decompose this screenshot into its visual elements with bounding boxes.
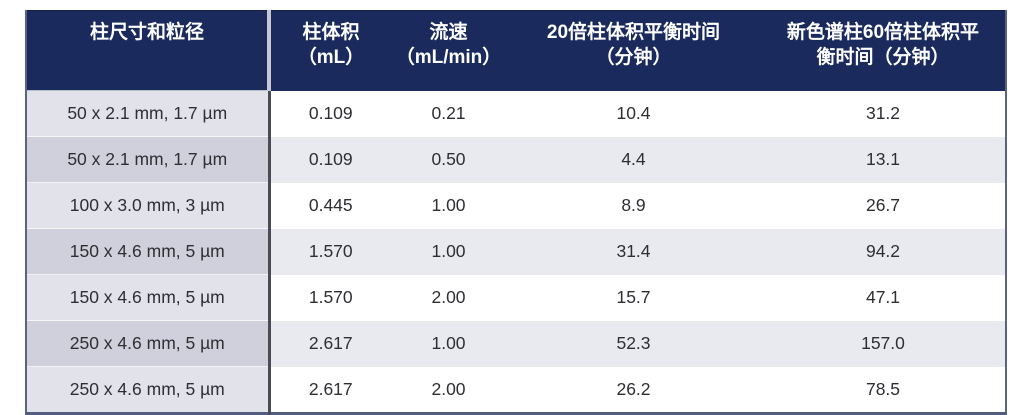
- table-row: 250 x 4.6 mm, 5 µm 2.617 2.00 26.2 78.5: [26, 366, 1006, 414]
- table-body: 50 x 2.1 mm, 1.7 µm 0.109 0.21 10.4 31.2…: [26, 90, 1006, 414]
- equilibration-data-table: 柱尺寸和粒径 柱体积 （mL） 流速 （mL/min） 20倍柱体积平衡时间 （…: [25, 10, 1007, 415]
- cell-equil-20x: 31.4: [506, 228, 761, 275]
- cell-equil-60x: 157.0: [761, 320, 1006, 367]
- header-column-dimension: 柱尺寸和粒径: [26, 10, 271, 91]
- table-row: 50 x 2.1 mm, 1.7 µm 0.109 0.21 10.4 31.2: [26, 90, 1006, 137]
- cell-flow-rate: 1.00: [391, 320, 506, 367]
- cell-equil-60x: 31.2: [761, 90, 1006, 137]
- cell-equil-60x: 26.7: [761, 182, 1006, 229]
- cell-equil-20x: 15.7: [506, 274, 761, 321]
- cell-volume: 2.617: [269, 366, 391, 414]
- header-label: 流速: [429, 22, 468, 43]
- cell-volume: 0.445: [269, 182, 391, 229]
- cell-volume: 0.109: [269, 90, 391, 137]
- cell-dimension: 250 x 4.6 mm, 5 µm: [26, 366, 271, 414]
- cell-dimension: 100 x 3.0 mm, 3 µm: [26, 182, 271, 229]
- header-label: 柱尺寸和粒径: [89, 22, 204, 43]
- cell-flow-rate: 2.00: [391, 366, 506, 414]
- cell-equil-20x: 52.3: [506, 320, 761, 367]
- header-column-volume: 柱体积 （mL）: [269, 10, 391, 91]
- cell-flow-rate: 2.00: [391, 274, 506, 321]
- cell-volume: 2.617: [269, 320, 391, 367]
- header-column-equil-20x: 20倍柱体积平衡时间 （分钟）: [506, 10, 761, 91]
- cell-dimension: 150 x 4.6 mm, 5 µm: [26, 228, 271, 275]
- cell-dimension: 50 x 2.1 mm, 1.7 µm: [26, 136, 271, 183]
- header-label: 20倍柱体积平衡时间: [546, 22, 721, 43]
- cell-volume: 1.570: [269, 228, 391, 275]
- header-unit: （mL/min）: [395, 47, 502, 68]
- header-row: 柱尺寸和粒径 柱体积 （mL） 流速 （mL/min） 20倍柱体积平衡时间 （…: [26, 10, 1006, 91]
- table-row: 100 x 3.0 mm, 3 µm 0.445 1.00 8.9 26.7: [26, 182, 1006, 229]
- table-row: 50 x 2.1 mm, 1.7 µm 0.109 0.50 4.4 13.1: [26, 136, 1006, 183]
- header-column-flow-rate: 流速 （mL/min）: [391, 10, 506, 91]
- header-unit: （mL）: [297, 47, 365, 68]
- cell-flow-rate: 1.00: [391, 228, 506, 275]
- cell-dimension: 150 x 4.6 mm, 5 µm: [26, 274, 271, 321]
- header-unit: （分钟）: [595, 47, 672, 68]
- cell-equil-20x: 4.4: [506, 136, 761, 183]
- cell-equil-20x: 26.2: [506, 366, 761, 414]
- cell-equil-20x: 8.9: [506, 182, 761, 229]
- cell-flow-rate: 0.50: [391, 136, 506, 183]
- cell-flow-rate: 0.21: [391, 90, 506, 137]
- column-equilibration-table: 柱尺寸和粒径 柱体积 （mL） 流速 （mL/min） 20倍柱体积平衡时间 （…: [25, 10, 1007, 415]
- cell-volume: 0.109: [269, 136, 391, 183]
- cell-equil-60x: 47.1: [761, 274, 1006, 321]
- cell-volume: 1.570: [269, 274, 391, 321]
- header-column-equil-60x: 新色谱柱60倍柱体积平 衡时间（分钟）: [761, 10, 1006, 91]
- table-row: 250 x 4.6 mm, 5 µm 2.617 1.00 52.3 157.0: [26, 320, 1006, 367]
- cell-equil-60x: 13.1: [761, 136, 1006, 183]
- table-header: 柱尺寸和粒径 柱体积 （mL） 流速 （mL/min） 20倍柱体积平衡时间 （…: [26, 10, 1006, 91]
- header-unit: 衡时间（分钟）: [816, 47, 950, 68]
- cell-equil-60x: 94.2: [761, 228, 1006, 275]
- cell-equil-60x: 78.5: [761, 366, 1006, 414]
- table-row: 150 x 4.6 mm, 5 µm 1.570 1.00 31.4 94.2: [26, 228, 1006, 275]
- cell-equil-20x: 10.4: [506, 90, 761, 137]
- table-row: 150 x 4.6 mm, 5 µm 1.570 2.00 15.7 47.1: [26, 274, 1006, 321]
- cell-dimension: 250 x 4.6 mm, 5 µm: [26, 320, 271, 367]
- header-label: 新色谱柱60倍柱体积平: [786, 22, 980, 43]
- cell-flow-rate: 1.00: [391, 182, 506, 229]
- cell-dimension: 50 x 2.1 mm, 1.7 µm: [26, 90, 271, 137]
- header-label: 柱体积: [302, 22, 360, 43]
